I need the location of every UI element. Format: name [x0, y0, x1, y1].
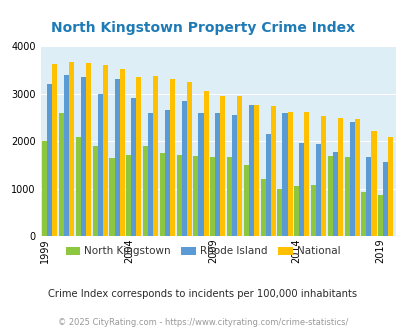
Bar [69, 62, 74, 236]
Bar [232, 115, 237, 236]
Bar [248, 106, 253, 236]
Bar [382, 162, 387, 236]
Bar [243, 165, 248, 236]
Bar [102, 65, 107, 236]
Bar [81, 77, 86, 236]
Bar [131, 98, 136, 236]
Bar [186, 82, 191, 236]
Bar [98, 94, 102, 236]
Bar [76, 137, 81, 236]
Bar [260, 179, 265, 236]
Bar [220, 96, 225, 236]
Bar [282, 113, 287, 236]
Bar [64, 75, 69, 236]
Bar [287, 112, 292, 236]
Bar [42, 141, 47, 236]
Bar [270, 107, 275, 236]
Bar [320, 116, 325, 236]
Bar [210, 157, 215, 236]
Bar [176, 155, 181, 236]
Text: © 2025 CityRating.com - https://www.cityrating.com/crime-statistics/: © 2025 CityRating.com - https://www.city… [58, 318, 347, 327]
Bar [327, 156, 332, 236]
Bar [304, 112, 309, 236]
Bar [164, 110, 170, 236]
Bar [52, 64, 57, 236]
Text: Crime Index corresponds to incidents per 100,000 inhabitants: Crime Index corresponds to incidents per… [48, 289, 357, 299]
Bar [148, 113, 153, 236]
Bar [377, 195, 382, 236]
Bar [153, 76, 158, 236]
Bar [344, 157, 349, 236]
Bar [170, 80, 175, 236]
Bar [349, 122, 354, 236]
Bar [332, 152, 337, 236]
Bar [253, 106, 258, 236]
Bar [310, 185, 315, 236]
Bar [265, 134, 270, 236]
Bar [337, 118, 342, 236]
Legend: North Kingstown, Rhode Island, National: North Kingstown, Rhode Island, National [61, 242, 344, 260]
Text: North Kingstown Property Crime Index: North Kingstown Property Crime Index [51, 21, 354, 35]
Bar [203, 91, 208, 236]
Bar [198, 113, 203, 236]
Bar [366, 157, 371, 236]
Bar [126, 155, 131, 236]
Bar [193, 156, 198, 236]
Bar [181, 101, 186, 236]
Bar [92, 146, 98, 236]
Bar [86, 63, 91, 236]
Bar [215, 113, 220, 236]
Bar [315, 145, 320, 236]
Bar [59, 113, 64, 236]
Bar [294, 186, 298, 236]
Bar [143, 146, 148, 236]
Bar [114, 80, 119, 236]
Bar [298, 144, 304, 236]
Bar [360, 192, 366, 236]
Bar [226, 157, 232, 236]
Bar [277, 188, 282, 236]
Bar [237, 96, 241, 236]
Bar [136, 77, 141, 236]
Bar [47, 84, 52, 236]
Bar [109, 158, 114, 236]
Bar [371, 131, 375, 236]
Bar [387, 137, 392, 236]
Bar [354, 119, 359, 236]
Bar [119, 69, 124, 236]
Bar [160, 153, 164, 236]
